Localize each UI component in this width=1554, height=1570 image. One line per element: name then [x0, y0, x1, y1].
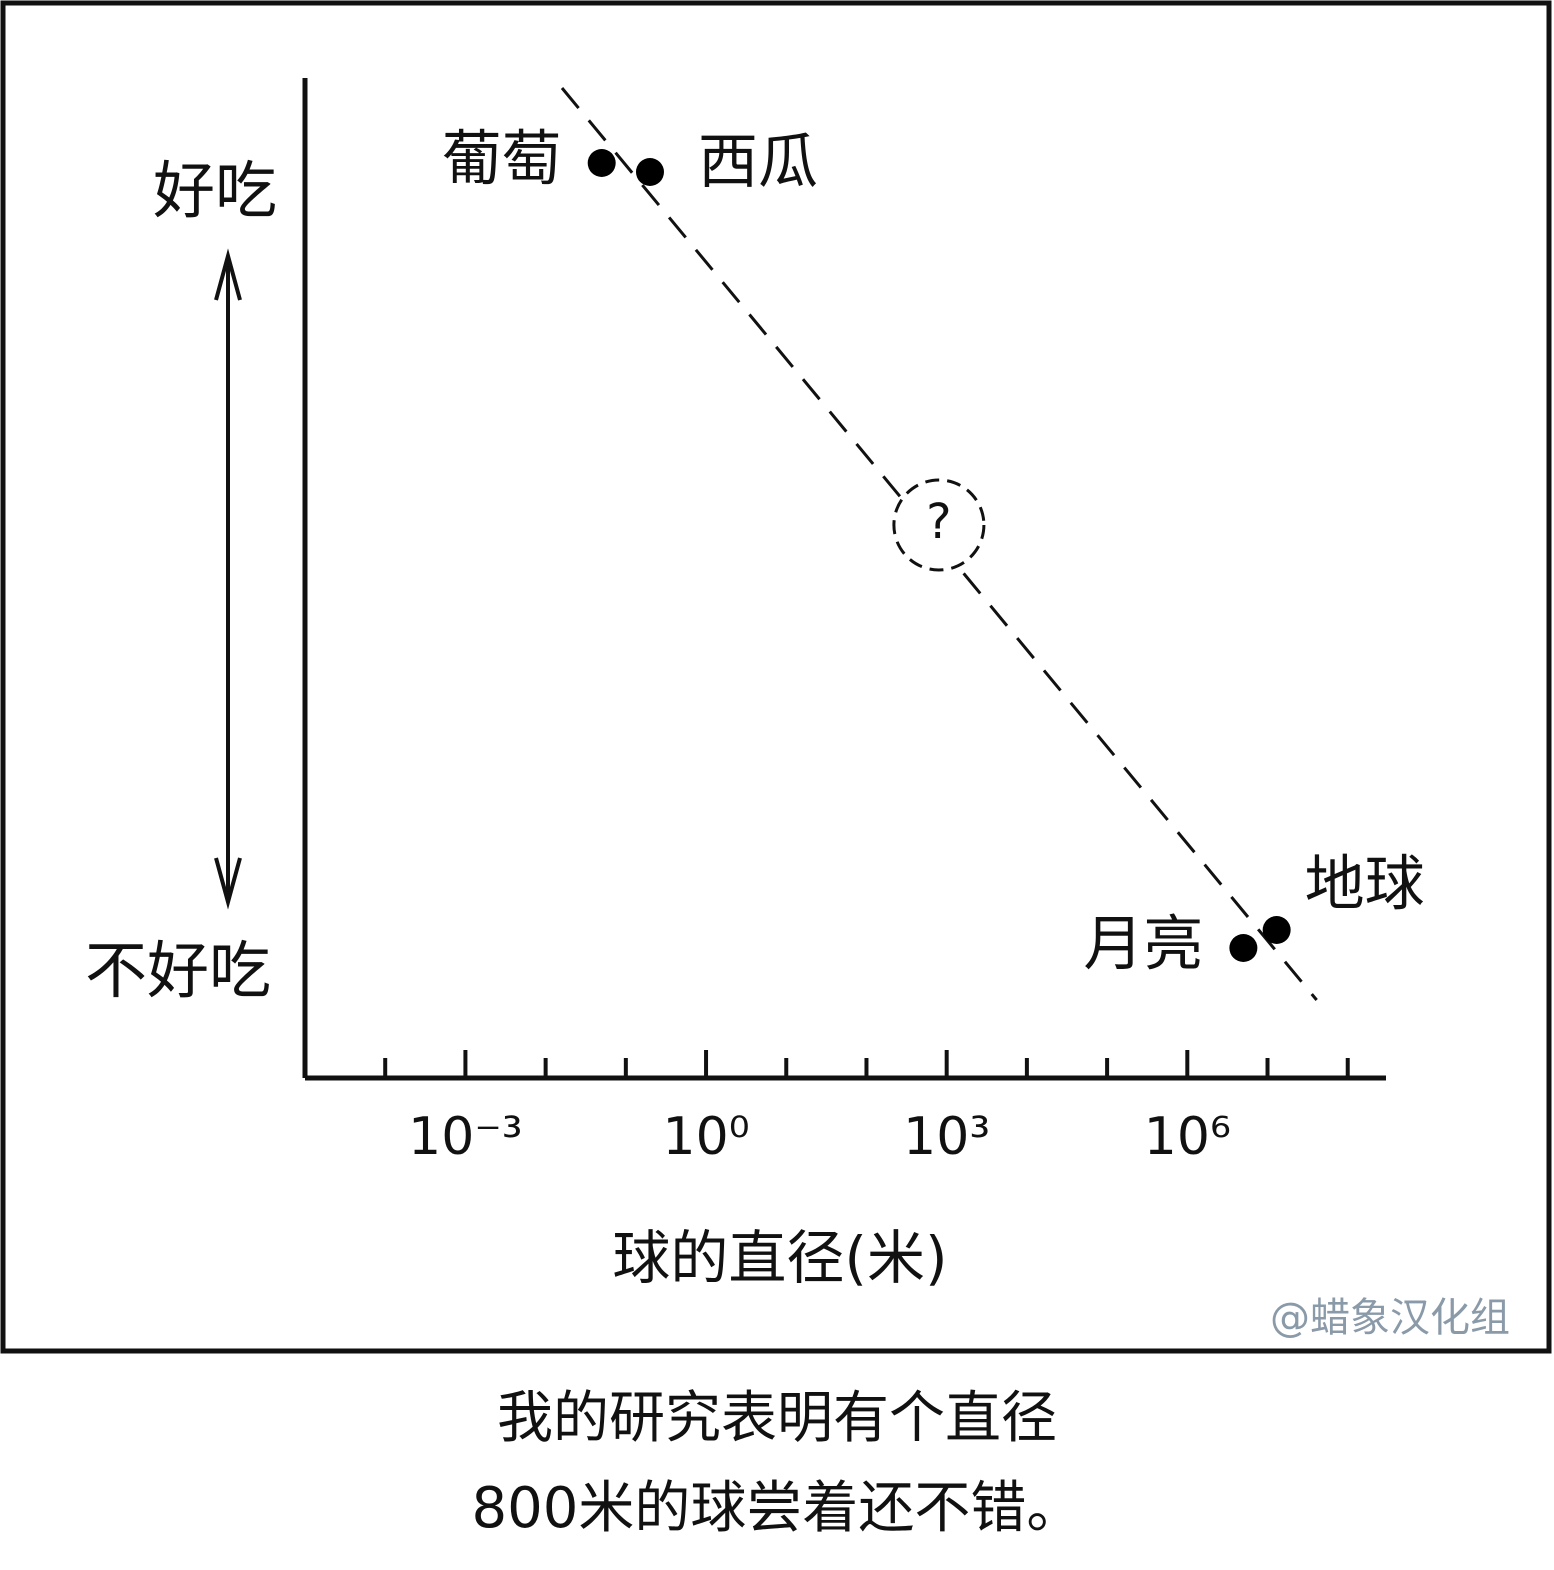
x-tick-label: 10³	[903, 1107, 990, 1167]
point	[587, 149, 616, 177]
point-label: 葡萄	[442, 125, 562, 195]
x-axis-label: 球的直径(米)	[612, 1224, 947, 1292]
point	[1229, 934, 1258, 962]
x-tick-label: 10⁰	[663, 1107, 750, 1167]
question-circle	[892, 478, 986, 572]
x-tick-label: 10⁻³	[408, 1107, 522, 1167]
y-top-label: 好吃	[153, 154, 277, 227]
point	[635, 158, 664, 186]
caption-line: 800米的球尝着还不错。	[472, 1476, 1083, 1541]
point-label: 地球	[1305, 850, 1425, 920]
y-bottom-label: 不好吃	[85, 934, 271, 1007]
frame	[0, 0, 1552, 1354]
watermark: @蜡象汉化组	[1270, 1295, 1510, 1341]
point-label: 西瓜	[698, 128, 818, 198]
point-label: 月亮	[1083, 910, 1203, 980]
arrow-heads	[214, 248, 242, 910]
caption-line: 我的研究表明有个直径	[497, 1386, 1057, 1451]
point	[1262, 916, 1291, 944]
point-label: ?	[926, 494, 951, 550]
x-tick-label: 10⁶	[1144, 1107, 1231, 1167]
